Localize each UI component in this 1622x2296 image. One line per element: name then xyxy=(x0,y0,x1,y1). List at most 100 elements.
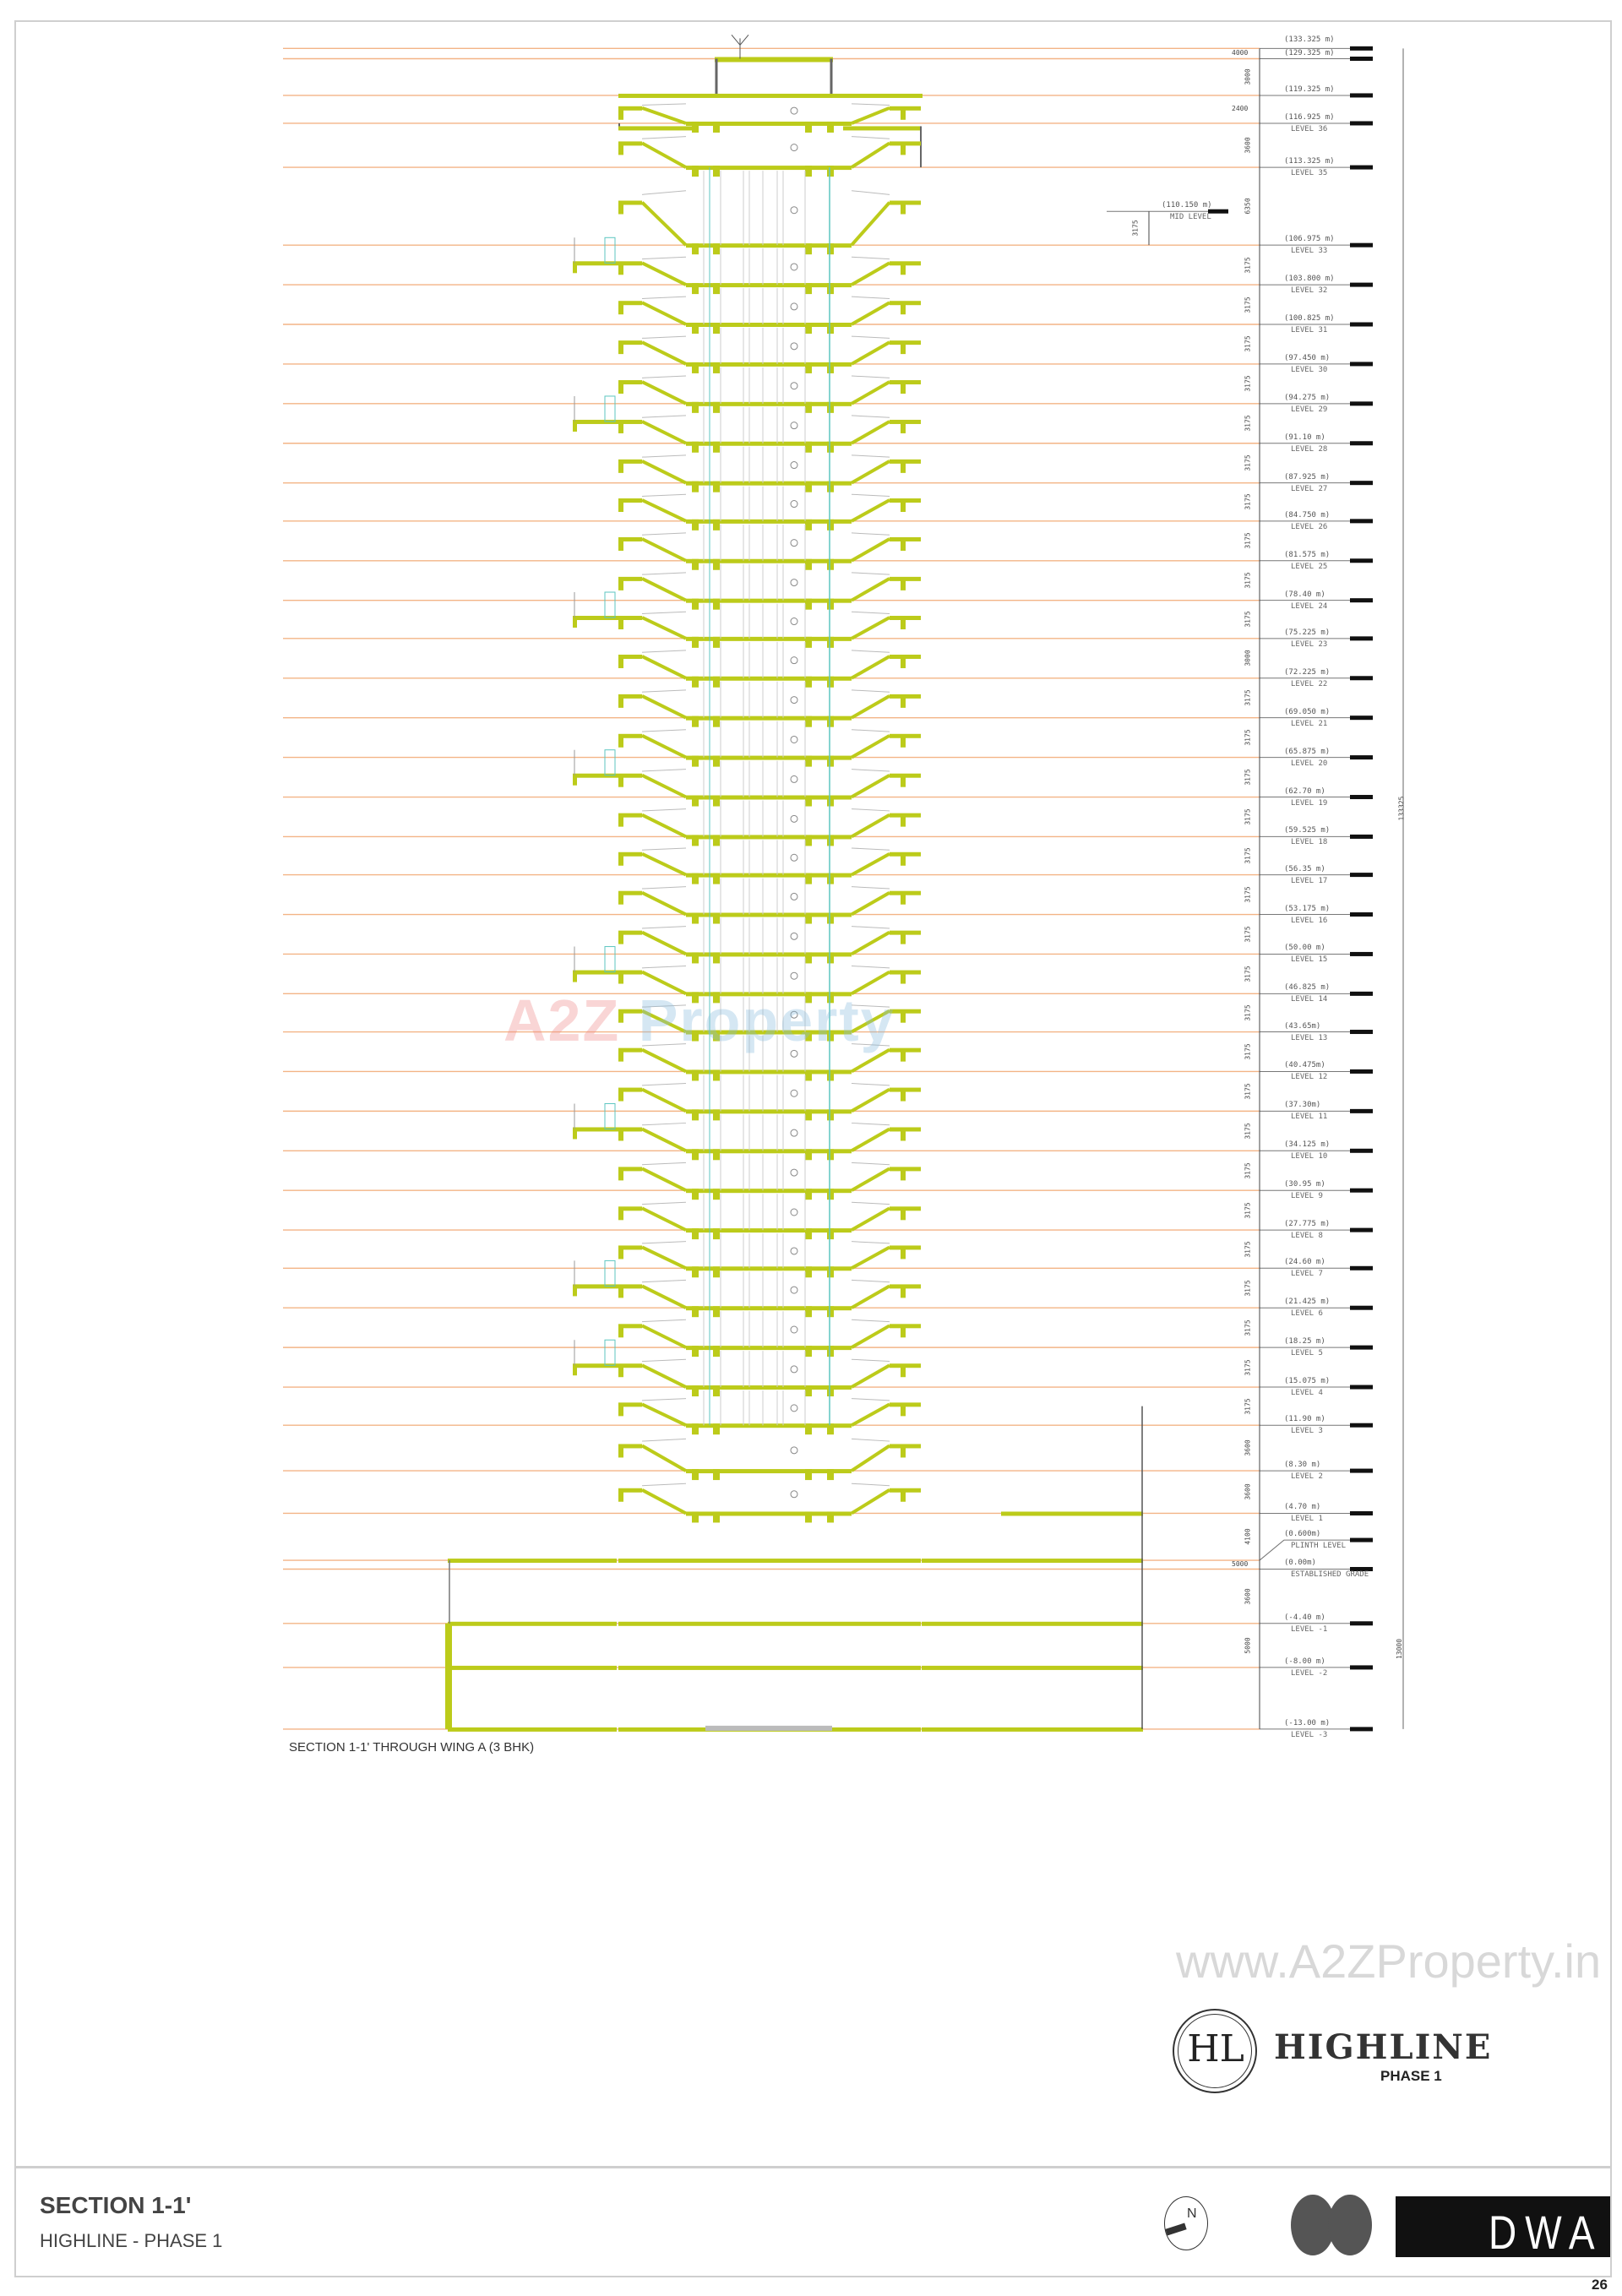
column xyxy=(805,835,812,846)
podium-slab-left xyxy=(448,1665,617,1670)
dimension-value: 3175 xyxy=(1244,1241,1252,1258)
column xyxy=(713,1306,720,1318)
stair-flight-upper-left xyxy=(641,611,687,614)
column xyxy=(805,1469,812,1481)
landing-column xyxy=(901,971,906,984)
core-slab xyxy=(618,1559,921,1564)
level-name: LEVEL 27 xyxy=(1291,484,1328,493)
stair-flight-upper-right xyxy=(851,136,890,139)
stair-flight-upper-right xyxy=(851,296,890,300)
level-marker xyxy=(1350,1305,1373,1310)
level-name: LEVEL 5 xyxy=(1291,1349,1323,1358)
dimension-value: 3175 xyxy=(1244,1397,1252,1415)
fixture-icon xyxy=(790,1446,798,1455)
landing-column xyxy=(618,382,623,394)
column xyxy=(713,166,720,177)
column xyxy=(713,992,720,1004)
stair-flight-upper-right xyxy=(851,1004,890,1008)
floor-slab xyxy=(686,755,852,760)
stair-flight-left xyxy=(641,498,687,523)
column xyxy=(805,1346,812,1357)
column xyxy=(692,1469,699,1481)
column xyxy=(692,243,699,255)
stair-flight-upper-left xyxy=(641,454,687,458)
stair-flight-right xyxy=(851,301,890,326)
landing-column xyxy=(901,1247,906,1260)
level-marker xyxy=(1350,1188,1373,1193)
landing-column xyxy=(618,460,623,473)
balcony-edge xyxy=(573,421,577,432)
stair-flight-upper-left xyxy=(641,375,687,378)
column xyxy=(713,558,720,570)
stair-flight-left xyxy=(641,851,687,877)
landing-column xyxy=(618,1286,623,1298)
stair-flight-upper-right xyxy=(851,966,890,969)
stair-flight-upper-left xyxy=(641,966,687,969)
column xyxy=(805,362,812,373)
stair-landing-left xyxy=(618,616,642,621)
dimension-value: 3175 xyxy=(1244,689,1252,706)
level-marker xyxy=(1350,1227,1373,1232)
dimension-value: 3175 xyxy=(1244,256,1252,274)
floor-slab xyxy=(686,362,852,367)
stair-flight-upper-left xyxy=(641,1483,687,1487)
landing-column xyxy=(618,1049,623,1062)
podium-slab-right xyxy=(922,1621,1143,1626)
column xyxy=(713,283,720,295)
stair-flight-upper-right xyxy=(851,729,890,732)
column xyxy=(827,636,834,648)
column xyxy=(805,755,812,767)
floor-slab xyxy=(686,1189,852,1194)
balcony-edge xyxy=(573,775,577,786)
stair-flight-right xyxy=(851,852,890,877)
level-marker xyxy=(1350,1510,1373,1515)
floor-slab xyxy=(686,1385,852,1390)
column xyxy=(692,835,699,846)
floor-slab xyxy=(686,283,852,288)
column xyxy=(805,243,812,255)
level-marker xyxy=(1350,1148,1373,1153)
level-name: LEVEL 18 xyxy=(1291,838,1328,847)
stair-flight-left xyxy=(641,773,687,799)
floor-slab xyxy=(686,795,852,800)
fixture-icon xyxy=(790,1286,798,1294)
fixture-icon xyxy=(790,1325,798,1334)
mid-level-dimension: 3175 xyxy=(1131,220,1140,237)
landing-column xyxy=(618,892,623,905)
stair-flight-left xyxy=(641,1324,687,1349)
stair-flight-left xyxy=(640,201,688,247)
landing-column xyxy=(901,342,906,355)
stair-flight-left xyxy=(641,1127,687,1153)
column xyxy=(827,1228,834,1240)
stair-flight-right xyxy=(851,106,890,125)
landing-column xyxy=(901,263,906,275)
floor-slab xyxy=(686,912,852,917)
level-name: LEVEL 3 xyxy=(1291,1427,1323,1436)
floor-slab xyxy=(686,323,852,328)
landing-column xyxy=(618,107,623,120)
landing-column xyxy=(901,1286,906,1298)
floor-slab xyxy=(686,243,852,248)
level-elevation: (100.825 m) xyxy=(1284,314,1335,323)
watermark-part: A2Z xyxy=(503,987,639,1053)
stair-flight-left xyxy=(641,261,687,286)
dimension-value: 2400 xyxy=(1232,105,1249,113)
column xyxy=(713,835,720,846)
column xyxy=(692,121,699,133)
stair-flight-upper-right xyxy=(851,769,890,772)
column xyxy=(692,166,699,177)
column xyxy=(713,481,720,492)
level-elevation: (94.275 m) xyxy=(1284,393,1331,402)
stair-flight-right xyxy=(851,498,890,523)
level-name: LEVEL 19 xyxy=(1291,798,1328,808)
stair-flight-upper-left xyxy=(641,1162,687,1166)
fixture-icon xyxy=(790,1208,798,1216)
column xyxy=(805,1266,812,1278)
column xyxy=(805,558,812,570)
stair-flight-right xyxy=(851,970,890,996)
fixture-icon xyxy=(790,579,798,587)
dimension-value: 3175 xyxy=(1244,966,1252,982)
column xyxy=(805,912,812,924)
floor-slab xyxy=(686,1423,852,1428)
stair-flight-right xyxy=(851,890,890,917)
